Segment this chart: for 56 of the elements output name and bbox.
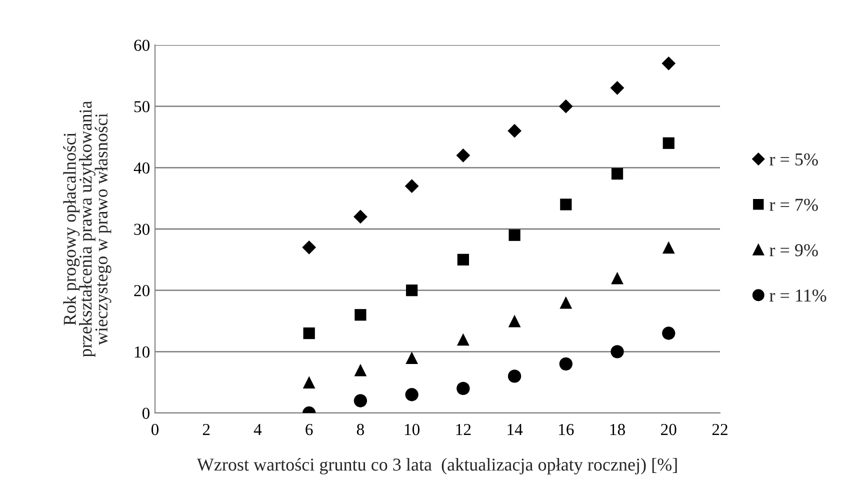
x-tick-label: 6 bbox=[306, 424, 313, 436]
point bbox=[558, 99, 573, 114]
point bbox=[354, 364, 367, 376]
y-tick-label: 20 bbox=[134, 285, 150, 296]
x-tick-label: 14 bbox=[508, 424, 523, 435]
point bbox=[559, 357, 572, 371]
x-tick-label: 8 bbox=[356, 424, 364, 436]
point bbox=[508, 314, 521, 328]
point bbox=[662, 137, 674, 149]
x-tick-label: 2 bbox=[202, 424, 210, 435]
x-tick-label: 16 bbox=[559, 424, 574, 436]
legend-label: r = 5% bbox=[770, 153, 818, 166]
point bbox=[456, 333, 470, 346]
point bbox=[303, 327, 315, 340]
legend-label: r = 9% bbox=[770, 244, 818, 256]
point bbox=[456, 382, 470, 396]
point bbox=[354, 309, 366, 321]
y-tick-label: 60 bbox=[134, 40, 150, 51]
point bbox=[354, 210, 368, 224]
point bbox=[302, 376, 316, 389]
point bbox=[611, 272, 624, 284]
legend-label: r = 11% bbox=[770, 289, 826, 302]
y-tick-label: 10 bbox=[134, 346, 150, 358]
y-axis-title: Rok progowy opłacalności przekształcenia prawa użytkowania wieczystego w prawo własności bbox=[63, 100, 112, 358]
point bbox=[610, 345, 624, 358]
point bbox=[662, 326, 676, 340]
y-tick-label: 0 bbox=[142, 408, 150, 419]
point bbox=[508, 370, 522, 383]
x-tick-label: 10 bbox=[404, 424, 420, 436]
point bbox=[508, 124, 522, 138]
x-tick-label: 4 bbox=[254, 424, 262, 435]
x-tick-label: 12 bbox=[456, 424, 471, 435]
point bbox=[662, 56, 676, 70]
point bbox=[354, 394, 368, 408]
y-tick-label: 40 bbox=[134, 162, 150, 174]
y-tick-label: 50 bbox=[134, 101, 150, 112]
point bbox=[611, 168, 624, 180]
point bbox=[457, 254, 469, 266]
legend-label: r = 7% bbox=[770, 198, 818, 211]
point bbox=[404, 179, 419, 194]
point bbox=[610, 80, 624, 95]
point bbox=[662, 241, 675, 254]
point bbox=[456, 148, 470, 162]
point bbox=[406, 352, 418, 364]
x-tick-label: 0 bbox=[151, 424, 159, 436]
point bbox=[560, 296, 572, 309]
x-tick-label: 18 bbox=[610, 424, 625, 436]
point bbox=[405, 388, 418, 402]
point bbox=[302, 240, 316, 254]
x-tick-label: 22 bbox=[712, 424, 728, 435]
point bbox=[406, 284, 418, 296]
x-axis-title: Wzrost wartości gruntu co 3 lata (aktualizacja opłaty rocznej) [%] bbox=[196, 458, 677, 474]
point bbox=[560, 198, 572, 210]
point bbox=[508, 229, 520, 241]
x-tick-label: 20 bbox=[661, 424, 676, 436]
y-tick-label: 30 bbox=[134, 224, 150, 235]
